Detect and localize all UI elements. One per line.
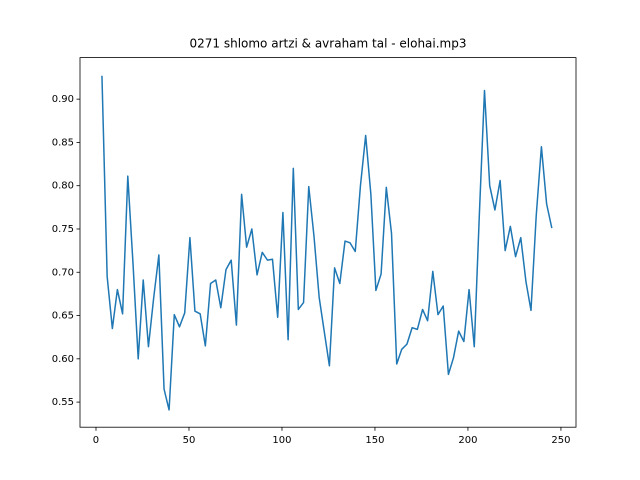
- y-tick-label: 0.75: [52, 224, 74, 235]
- x-tick-label: 150: [365, 435, 384, 446]
- axes-frame: [79, 57, 577, 428]
- x-tick-label: 250: [551, 435, 570, 446]
- y-tick-label: 0.85: [52, 137, 74, 148]
- y-tick-label: 0.70: [52, 267, 74, 278]
- x-tick-label: 200: [458, 435, 477, 446]
- chart-title: 0271 shlomo artzi & avraham tal - elohai…: [189, 37, 466, 51]
- x-tick-label: 50: [183, 435, 196, 446]
- x-tick-label: 0: [93, 435, 99, 446]
- y-tick-label: 0.90: [52, 94, 74, 105]
- y-tick-label: 0.80: [52, 181, 74, 192]
- y-tick-label: 0.65: [52, 311, 74, 322]
- data-line: [101, 75, 553, 411]
- x-tick-label: 100: [272, 435, 291, 446]
- y-tick-label: 0.55: [52, 397, 74, 408]
- y-tick-label: 0.60: [52, 354, 74, 365]
